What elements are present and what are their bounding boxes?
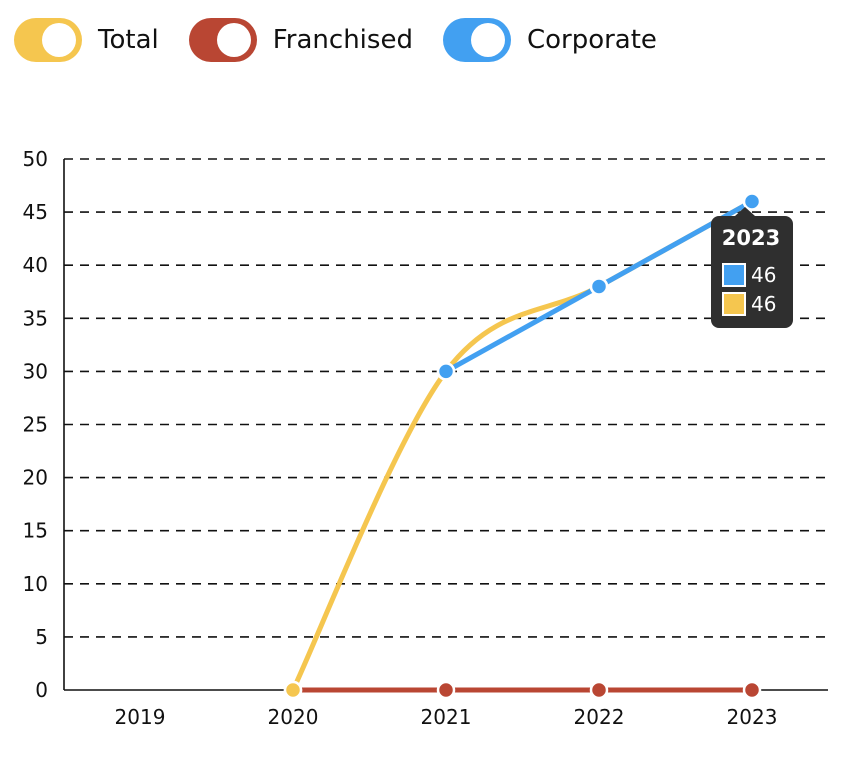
legend-item-corporate[interactable]: Corporate <box>442 18 657 62</box>
franchised-point-2023[interactable] <box>742 680 762 700</box>
legend-label-corporate: Corporate <box>526 25 657 55</box>
y-tick-label-20: 20 <box>23 466 48 490</box>
tooltip-arrow <box>735 207 755 216</box>
y-tick-label-25: 25 <box>23 413 48 437</box>
total-toggle[interactable] <box>14 18 82 62</box>
franchised-point-2022[interactable] <box>589 680 609 700</box>
legend-label-franchised: Franchised <box>272 25 413 55</box>
corporate-point-2022[interactable] <box>589 277 609 296</box>
y-tick-label-45: 45 <box>23 200 48 224</box>
x-tick-label-2020: 2020 <box>268 705 319 729</box>
corporate-point-2021[interactable] <box>436 362 456 381</box>
tooltip-swatch-2 <box>722 292 746 316</box>
total-point-2020[interactable] <box>283 680 303 700</box>
tooltip-value-2: 46 <box>751 292 776 316</box>
x-tick-label-2019: 2019 <box>115 705 166 729</box>
y-tick-label-10: 10 <box>23 572 48 596</box>
y-tick-label-15: 15 <box>23 519 48 543</box>
corporate-point-2023[interactable] <box>742 192 762 211</box>
franchised-point-2021[interactable] <box>436 680 456 700</box>
x-tick-label-2022: 2022 <box>574 705 625 729</box>
legend-label-total: Total <box>98 25 159 55</box>
franchised-toggle[interactable] <box>188 18 257 62</box>
legend-item-franchised[interactable]: Franchised <box>188 18 413 62</box>
chart-legend: Total Franchised Corporate <box>14 18 687 62</box>
tooltip-value-1: 46 <box>751 263 776 287</box>
y-tick-label-0: 0 <box>35 678 48 702</box>
y-tick-label-5: 5 <box>35 625 48 649</box>
x-tick-label-2023: 2023 <box>727 705 778 729</box>
total-series-line <box>290 198 755 693</box>
corporate-toggle[interactable] <box>442 18 511 62</box>
x-tick-label-2021: 2021 <box>421 705 472 729</box>
y-tick-label-30: 30 <box>23 359 48 383</box>
legend-item-total[interactable]: Total <box>14 18 159 62</box>
y-tick-label-50: 50 <box>23 147 48 171</box>
y-tick-label-35: 35 <box>23 306 48 330</box>
y-tick-label-40: 40 <box>23 253 48 277</box>
tooltip-title: 2023 <box>722 226 780 250</box>
tooltip-swatch-1 <box>722 263 746 287</box>
